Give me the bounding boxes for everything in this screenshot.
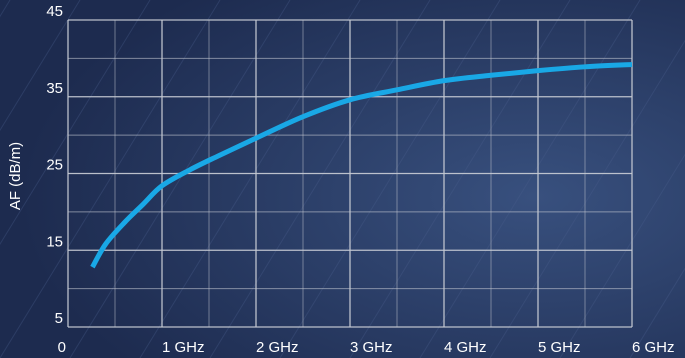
background-stripe — [0, 0, 81, 132]
series-point — [632, 64, 633, 65]
series-point — [256, 138, 257, 139]
series-point — [162, 185, 163, 186]
background-stripe — [489, 39, 685, 358]
y-tick-label: 5 — [55, 310, 63, 327]
series-point — [190, 169, 191, 170]
x-tick-label: 5 GHz — [538, 339, 581, 356]
series-layer — [90, 62, 633, 269]
series-point — [444, 80, 445, 81]
x-tick-label: 1 GHz — [162, 339, 205, 356]
series-point — [585, 66, 586, 67]
x-tick-label: 3 GHz — [350, 339, 393, 356]
series-point — [303, 116, 304, 117]
x-tick-label: 4 GHz — [444, 339, 487, 356]
background-stripe — [279, 0, 501, 358]
background-stripe — [349, 0, 571, 358]
grid — [67, 19, 633, 328]
background-stripe — [69, 0, 291, 358]
y-axis-label: AF (dB/m) — [7, 142, 24, 210]
series-point — [397, 89, 398, 90]
series-point — [218, 155, 219, 156]
y-tick-label: 25 — [46, 157, 63, 174]
y-tick-label: 35 — [46, 80, 63, 97]
series-line — [90, 62, 633, 269]
background-stripe — [0, 0, 151, 246]
background-stripe — [209, 0, 431, 358]
background-stripe — [0, 0, 221, 358]
background-stripe — [559, 153, 685, 358]
series-point — [92, 267, 93, 268]
y-tick-label: 45 — [46, 3, 63, 20]
series-point — [143, 204, 144, 205]
x-axis-ticks: 0 1 GHz 2 GHz 3 GHz 4 GHz 5 GHz 6 GHz — [58, 339, 675, 356]
series-point — [350, 99, 351, 100]
background-stripe — [629, 267, 685, 358]
series-point — [105, 244, 106, 245]
y-tick-label: 15 — [46, 233, 63, 250]
series-point — [124, 222, 125, 223]
x-tick-label: 0 — [58, 339, 66, 356]
background-stripe — [139, 0, 361, 358]
background-stripe — [419, 0, 641, 358]
series-point — [491, 75, 492, 76]
series-point — [538, 70, 539, 71]
y-axis-ticks: 5 15 25 35 45 — [46, 3, 63, 327]
x-tick-label: 2 GHz — [256, 339, 299, 356]
x-tick-label: 6 GHz — [632, 339, 675, 356]
